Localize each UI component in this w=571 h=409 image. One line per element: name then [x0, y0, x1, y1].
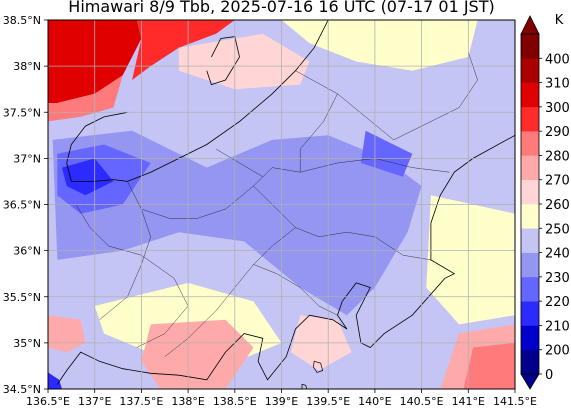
- y-tick-label: 36°N: [13, 245, 41, 258]
- x-tick-label: 137°E: [78, 395, 111, 408]
- x-tick-label: 141.5°E: [493, 395, 537, 408]
- colorbar-swatch: [521, 82, 539, 108]
- prefecture-border: [253, 264, 338, 316]
- colorbar-swatch: [521, 252, 539, 278]
- latitude-tick-labels: 38.5°N 38°N 37.5°N 37°N 36.5°N 36°N 35.5°N 35°N…: [3, 14, 48, 396]
- colorbar-swatch: [521, 58, 539, 83]
- colorbar: 0 200 210 220 230 240 250 260 270 280 290 300 310 400…: [520, 13, 570, 390]
- colorbar-swatch: [521, 276, 539, 302]
- tbb-region: [281, 20, 478, 71]
- colorbar-swatch: [521, 179, 539, 205]
- colorbar-label: 280: [545, 149, 570, 164]
- colorbar-label: 250: [545, 222, 570, 237]
- tbb-region: [463, 342, 515, 389]
- cloud-top-temperature-layer: [48, 20, 515, 389]
- colorbar-swatch: [521, 228, 539, 253]
- prefecture-border: [141, 167, 301, 219]
- x-tick-label: 137.5°E: [119, 395, 163, 408]
- colorbar-swatch: [521, 106, 539, 132]
- colorbar-swatch: [521, 34, 539, 59]
- colorbar-swatch: [521, 155, 539, 181]
- colorbar-label: 290: [545, 125, 570, 140]
- coastline: [66, 111, 128, 182]
- tbb-region: [62, 158, 114, 196]
- y-tick-label: 38.5°N: [3, 14, 41, 27]
- colorbar-label: 230: [545, 271, 570, 286]
- colorbar-label: 0: [545, 368, 553, 383]
- x-tick-label: 139°E: [265, 395, 298, 408]
- colorbar-extend-max: [520, 15, 540, 35]
- x-tick-label: 136.5°E: [26, 395, 70, 408]
- colorbar-label: 240: [545, 247, 570, 262]
- tbb-region: [178, 33, 310, 90]
- y-tick-label: 34.5°N: [3, 383, 41, 396]
- colorbar-unit: K: [555, 13, 564, 28]
- x-tick-label: 141°E: [452, 395, 485, 408]
- island-outline: [301, 383, 308, 389]
- colorbar-extend-min: [520, 373, 540, 390]
- y-tick-label: 35°N: [13, 337, 41, 350]
- island-outline: [312, 360, 324, 373]
- tbb-region: [48, 372, 62, 389]
- x-tick-label: 140°E: [358, 395, 391, 408]
- tbb-region: [141, 319, 254, 389]
- colorbar-swatch: [521, 131, 539, 156]
- colorbar-swatch: [521, 325, 539, 351]
- y-tick-label: 38°N: [13, 60, 41, 73]
- prefecture-border: [299, 93, 338, 173]
- map-title: Himawari 8/9 Tbb, 2025-07-16 16 UTC (07-…: [68, 0, 495, 16]
- coastline: [127, 20, 329, 182]
- y-tick-label: 37.5°N: [3, 106, 41, 119]
- colorbar-label: 270: [545, 174, 570, 189]
- colorbar-swatch: [521, 204, 539, 229]
- y-tick-label: 35.5°N: [3, 291, 41, 304]
- colorbar-label: 260: [545, 198, 570, 213]
- x-tick-label: 138°E: [171, 395, 204, 408]
- colorbar-swatch: [521, 349, 539, 375]
- tbb-region: [426, 195, 515, 325]
- prefecture-border: [253, 185, 431, 261]
- coastline: [206, 36, 240, 86]
- prefecture-border: [215, 148, 263, 177]
- x-tick-label: 140.5°E: [400, 395, 444, 408]
- tbb-region: [52, 130, 422, 316]
- prefecture-border: [295, 52, 478, 141]
- tbb-region: [132, 20, 235, 80]
- x-tick-label: 139.5°E: [306, 395, 350, 408]
- colorbar-label: 300: [545, 101, 570, 116]
- colorbar-label: 210: [545, 319, 570, 334]
- tbb-region: [360, 130, 413, 177]
- y-tick-label: 37°N: [13, 152, 41, 165]
- colorbar-label: 310: [545, 77, 570, 92]
- colorbar-label: 200: [545, 344, 570, 359]
- longitude-tick-labels: 136.5°E 137°E 137.5°E 138°E 138.5°E 139°E 139.…: [26, 389, 537, 408]
- colorbar-label: 400: [545, 52, 570, 67]
- tbb-region: [48, 75, 123, 122]
- x-tick-label: 138.5°E: [213, 395, 257, 408]
- coastline: [56, 134, 515, 385]
- y-tick-label: 36.5°N: [3, 199, 41, 212]
- colorbar-label: 220: [545, 295, 570, 310]
- colorbar-swatch: [521, 301, 539, 326]
